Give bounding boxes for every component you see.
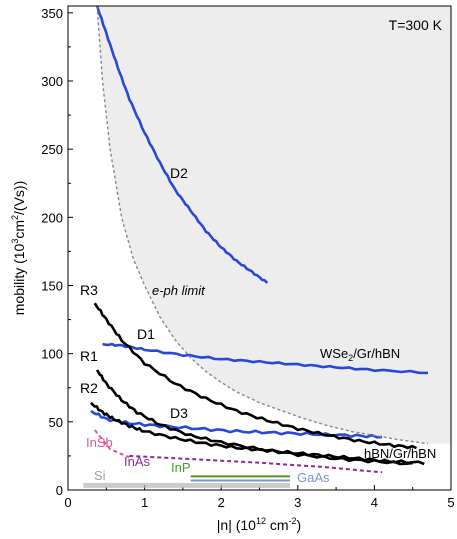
y-tick-label: 300	[41, 74, 63, 89]
label-inp: InP	[171, 460, 191, 475]
label-insb: InSb	[86, 435, 113, 450]
wse2-rest: /Gr/hBN	[353, 346, 400, 361]
label-eph-limit: e-ph limit	[152, 283, 206, 298]
material-si-band	[83, 482, 291, 488]
plot-frame	[67, 5, 452, 491]
series-r3-line	[93, 302, 418, 450]
label-inas: InAs	[124, 454, 151, 469]
y-tick-label: 250	[41, 142, 63, 157]
series-r2-line	[90, 401, 425, 466]
eph-limit-region	[97, 6, 451, 444]
y-tick-label: 50	[49, 415, 63, 430]
x-tick-label: 0	[64, 495, 71, 510]
series-group	[83, 6, 429, 488]
y-tick-label: 0	[56, 483, 63, 498]
material-inas-line	[129, 454, 383, 474]
label-si: Si	[94, 468, 106, 483]
series-r1-line	[95, 369, 413, 466]
y-tick-label: 200	[41, 210, 63, 225]
x-axis-label: |n| (1012 cm-2)	[217, 516, 301, 533]
y-tick-label: 150	[41, 278, 63, 293]
label-wse2-gr-hbn: WSe2/Gr/hBN	[320, 346, 400, 363]
label-hbn-gr-hbn: hBN/Gr/hBN	[364, 446, 436, 461]
label-d2: D2	[170, 165, 188, 181]
wse2-text: WSe	[320, 346, 348, 361]
y-tick-labels: 0 50 100 150 200 250 300 350	[41, 6, 63, 498]
label-gaas: GaAs	[297, 470, 330, 485]
series-d1-line	[102, 342, 429, 375]
label-r3: R3	[80, 282, 98, 298]
y-tick-label: 100	[41, 347, 63, 362]
temperature-annotation: T=300 K	[389, 17, 443, 33]
x-tick-label: 5	[447, 495, 454, 510]
x-tick-label: 2	[218, 495, 225, 510]
eph-limit-curve	[96, 6, 429, 445]
y-axis-label: mobility (103cm2/(Vs))	[10, 181, 27, 316]
x-tick-labels: 0 1 2 3 4 5	[64, 495, 454, 510]
label-d3: D3	[170, 405, 188, 421]
series-d2-line	[95, 6, 269, 284]
wse2-subscript: 2	[348, 353, 353, 363]
material-insb-line	[94, 429, 130, 459]
x-tick-label: 4	[371, 495, 378, 510]
y-tick-label: 350	[41, 6, 63, 21]
label-d1: D1	[137, 326, 155, 342]
label-r1: R1	[80, 348, 98, 364]
x-tick-label: 3	[294, 495, 301, 510]
x-tick-label: 1	[141, 495, 148, 510]
label-r2: R2	[80, 380, 98, 396]
